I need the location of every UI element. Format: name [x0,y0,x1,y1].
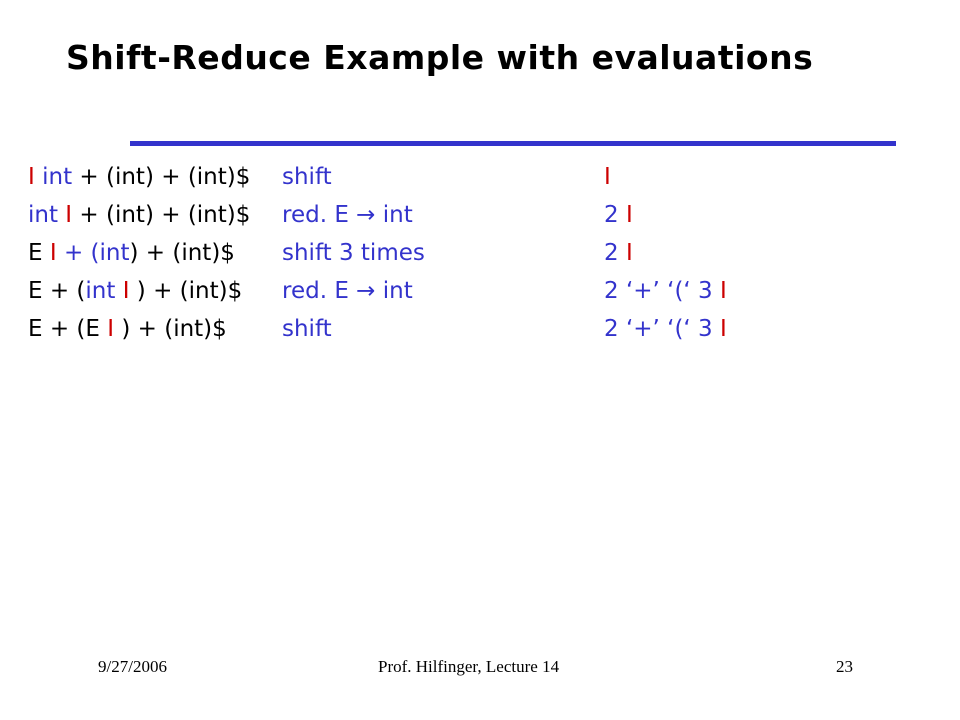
value-text: 2 ‘+’ ‘(‘ 3 [604,278,720,304]
input-cell: E + (int I ) + (int)$ [28,278,242,304]
value-stack-cell: 2 ‘+’ ‘(‘ 3 I [604,278,727,304]
input-text: + (int [56,240,130,266]
input-cell: E I + (int) + (int)$ [28,240,235,266]
footer-page-number: 23 [836,657,853,676]
input-text: ) + (int)$ [129,278,243,304]
value-text: 2 [604,202,626,228]
cursor-marker: I [625,240,633,266]
input-text: E [28,240,50,266]
input-text: ) + (int)$ [129,240,235,266]
cursor-marker: I [49,240,57,266]
trace-row: int I + (int) + (int)$ red. E → int 2 I [0,202,960,238]
value-text: 2 ‘+’ ‘(‘ 3 [604,316,720,342]
cursor-marker: I [122,278,130,304]
trace-row: E I + (int) + (int)$ shift 3 times 2 I [0,240,960,276]
input-text: E + ( [28,278,86,304]
input-cell: I int + (int) + (int)$ [28,164,250,190]
footer-author: Prof. Hilfinger, Lecture 14 [378,657,560,676]
value-text: 2 [604,240,626,266]
cursor-marker: I [28,164,35,190]
input-text: int [34,164,73,190]
cursor-marker: I [107,316,115,342]
cursor-marker: I [604,164,611,190]
input-text: E + (E [28,316,108,342]
input-text: ) + (int)$ [114,316,227,342]
trace-row: E + (int I ) + (int)$ red. E → int 2 ‘+’… [0,278,960,314]
value-stack-cell: 2 I [604,202,633,228]
title-underline [130,141,896,146]
action-cell: shift [282,316,332,342]
cursor-marker: I [625,202,633,228]
input-text: int [85,278,123,304]
input-cell: int I + (int) + (int)$ [28,202,250,228]
action-cell: shift [282,164,332,190]
value-stack-cell: I [604,164,611,190]
footer-date: 9/27/2006 [98,657,167,676]
input-text: int [28,202,66,228]
cursor-marker: I [720,316,727,342]
slide-title: Shift-Reduce Example with evaluations [66,38,814,77]
input-text: + (int) + (int)$ [72,164,251,190]
trace-row: I int + (int) + (int)$ shift I [0,164,960,200]
input-cell: E + (E I ) + (int)$ [28,316,227,342]
input-text: + (int) + (int)$ [72,202,251,228]
trace-row: E + (E I ) + (int)$ shift 2 ‘+’ ‘(‘ 3 I [0,316,960,352]
action-cell: shift 3 times [282,240,425,266]
value-stack-cell: 2 ‘+’ ‘(‘ 3 I [604,316,727,342]
value-stack-cell: 2 I [604,240,633,266]
cursor-marker: I [65,202,73,228]
cursor-marker: I [720,278,727,304]
action-cell: red. E → int [282,278,413,304]
action-cell: red. E → int [282,202,413,228]
